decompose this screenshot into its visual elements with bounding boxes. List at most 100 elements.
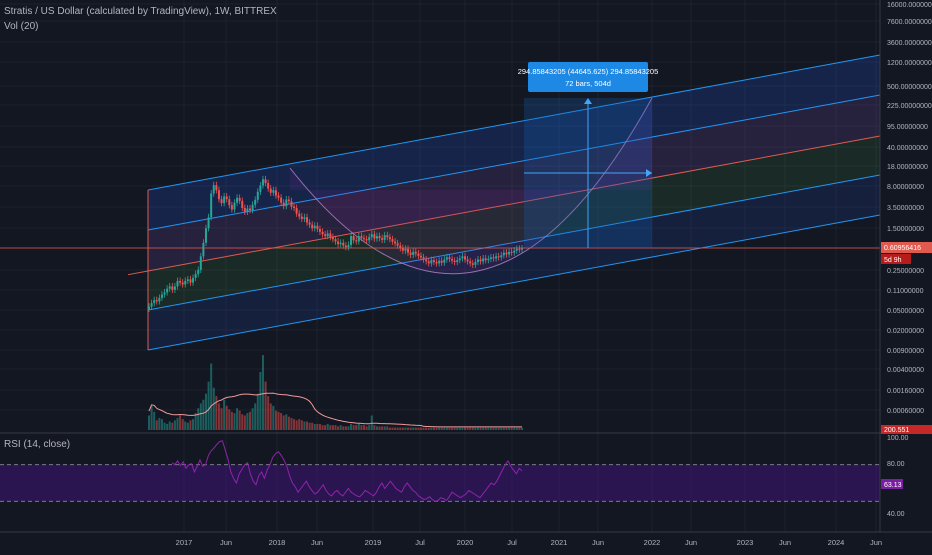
volume-bar (430, 427, 433, 430)
channel-line (147, 54, 881, 191)
channel-line (147, 214, 881, 351)
candle-body (510, 251, 513, 253)
measure-label-line1: 294.85843205 (44645.625) 294.85843205 (518, 67, 659, 76)
candle-body (173, 286, 176, 290)
volume-bar (344, 426, 347, 430)
volume-bar (510, 427, 513, 430)
candle-body (500, 255, 503, 258)
candle-body (521, 248, 523, 250)
volume-bar (479, 427, 482, 430)
volume-bar (440, 427, 443, 430)
volume-bar (419, 427, 422, 430)
candle-body (487, 258, 490, 261)
volume-bar (233, 413, 236, 430)
volume-bar (461, 427, 464, 430)
candle-body (326, 233, 329, 237)
volume-bar (285, 414, 288, 430)
price-tick-label: 1200.00000000 (887, 60, 932, 67)
volume-bar (326, 423, 329, 430)
candle-body (334, 239, 337, 242)
candle-body (502, 252, 505, 256)
volume-bar (365, 426, 368, 430)
volume-bar (267, 396, 270, 430)
candle-body (484, 258, 487, 261)
volume-bar (230, 411, 233, 430)
candle-body (189, 279, 192, 283)
volume-bar (432, 427, 435, 430)
price-tick-label: 0.00900000 (887, 348, 924, 355)
price-tick-label: 500.00000000 (887, 84, 932, 91)
candle-body (153, 300, 156, 304)
volume-bar (513, 427, 516, 430)
channel-line (147, 94, 881, 231)
candle-body (316, 225, 319, 229)
candle-body (471, 263, 474, 265)
volume-bar (482, 427, 485, 430)
candle-body (464, 256, 467, 260)
channel-band-fill (148, 55, 880, 230)
volume-bar (251, 408, 254, 430)
volume-bar (184, 421, 187, 430)
candle-body (251, 204, 254, 211)
candle-body (230, 205, 233, 210)
candle-body (311, 224, 314, 229)
volume-bar (163, 422, 166, 430)
volume-bar (202, 399, 205, 430)
rsi-line (171, 440, 523, 502)
time-tick-label: Jun (779, 538, 791, 547)
candle-body (350, 236, 353, 246)
candle-body (228, 199, 231, 206)
volume-bar (471, 427, 474, 430)
candle-body (171, 286, 174, 290)
candle-body (321, 231, 324, 235)
volume-bar (489, 427, 492, 430)
volume-bar (311, 422, 314, 430)
candle-body (282, 202, 285, 207)
candle-body (360, 236, 363, 239)
candle-body (373, 234, 376, 239)
channel-band-fill (148, 175, 880, 350)
candle-body (308, 222, 311, 225)
candle-body (347, 245, 350, 248)
price-tick-label: 0.11000000 (887, 288, 924, 295)
price-tick-label: 8.00000000 (887, 184, 924, 191)
volume-bar (378, 426, 381, 430)
channel-median-extension (127, 270, 149, 276)
candle-body (453, 260, 456, 263)
time-tick-label: 2021 (551, 538, 568, 547)
volume-bar (521, 427, 523, 430)
volume-bar (160, 419, 163, 430)
volume-bar (217, 403, 220, 430)
volume-bar (464, 427, 467, 430)
candle-body (199, 256, 202, 270)
time-tick-label: 2022 (644, 538, 661, 547)
volume-bar (207, 381, 210, 430)
candle-body (492, 257, 495, 259)
candle-body (150, 303, 153, 307)
candle-body (432, 260, 435, 263)
volume-bar (474, 427, 477, 430)
time-tick-label: Jun (685, 538, 697, 547)
volume-bar (466, 427, 469, 430)
candle-body (220, 199, 223, 204)
candle-body (409, 252, 412, 255)
candle-body (236, 197, 239, 203)
volume-bar (321, 425, 324, 430)
candle-body (295, 208, 298, 214)
candle-body (329, 233, 332, 238)
candle-body (344, 245, 347, 248)
time-tick-label: Jun (311, 538, 323, 547)
volume-bar (518, 427, 521, 430)
candle-body (160, 294, 163, 298)
volume-bar (355, 425, 358, 430)
symbol-title: Stratis / US Dollar (calculated by Tradi… (4, 6, 277, 17)
candle-body (184, 280, 187, 285)
volume-bar (469, 427, 472, 430)
measure-label-box (528, 62, 648, 92)
candle-body (269, 188, 272, 193)
candle-body (368, 237, 371, 241)
candle-body (445, 257, 448, 260)
rsi-band-fill (0, 464, 880, 502)
